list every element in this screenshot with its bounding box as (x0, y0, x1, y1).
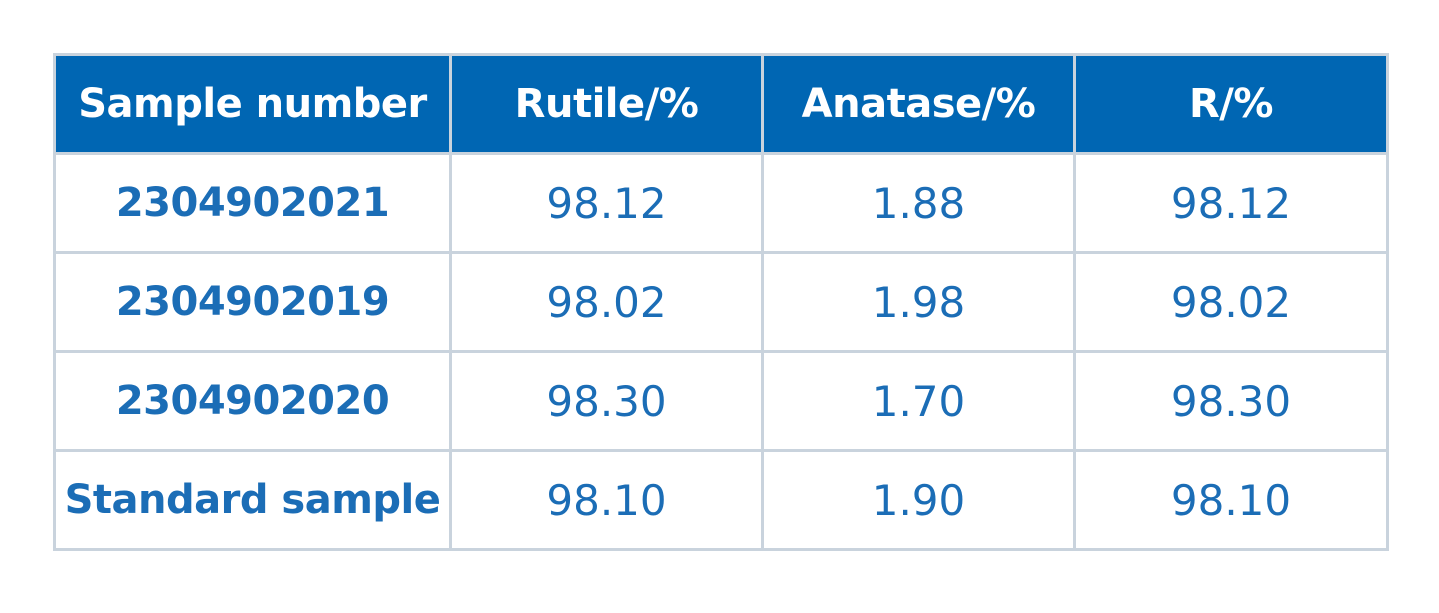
results-table: Sample number Rutile/% Anatase/% R/% 230490… (53, 53, 1389, 551)
header-row: Sample number Rutile/% Anatase/% R/% (53, 53, 1389, 155)
table-row: 2304902020 98.30 1.70 98.30 (53, 350, 1389, 452)
value-cell: 98.30 (449, 350, 764, 452)
header-cell: Sample number (53, 53, 452, 155)
value-cell: 98.10 (449, 449, 764, 551)
sample-cell: 2304902019 (53, 251, 452, 353)
value-cell: 98.12 (1073, 152, 1389, 254)
sample-cell: 2304902020 (53, 350, 452, 452)
value-cell: 98.02 (449, 251, 764, 353)
value-cell: 98.02 (1073, 251, 1389, 353)
table-row: 2304902021 98.12 1.88 98.12 (53, 152, 1389, 254)
table-row: 2304902019 98.02 1.98 98.02 (53, 251, 1389, 353)
sample-cell: 2304902021 (53, 152, 452, 254)
value-cell: 98.10 (1073, 449, 1389, 551)
value-cell: 1.98 (761, 251, 1076, 353)
header-cell: Rutile/% (449, 53, 764, 155)
value-cell: 98.12 (449, 152, 764, 254)
value-cell: 1.70 (761, 350, 1076, 452)
value-cell: 98.30 (1073, 350, 1389, 452)
value-cell: 1.90 (761, 449, 1076, 551)
table-row: Standard sample 98.10 1.90 98.10 (53, 449, 1389, 551)
header-cell: Anatase/% (761, 53, 1076, 155)
header-cell: R/% (1073, 53, 1389, 155)
sample-cell: Standard sample (53, 449, 452, 551)
value-cell: 1.88 (761, 152, 1076, 254)
table-body: 2304902021 98.12 1.88 98.12 2304902019 98.02 1… (53, 152, 1389, 551)
